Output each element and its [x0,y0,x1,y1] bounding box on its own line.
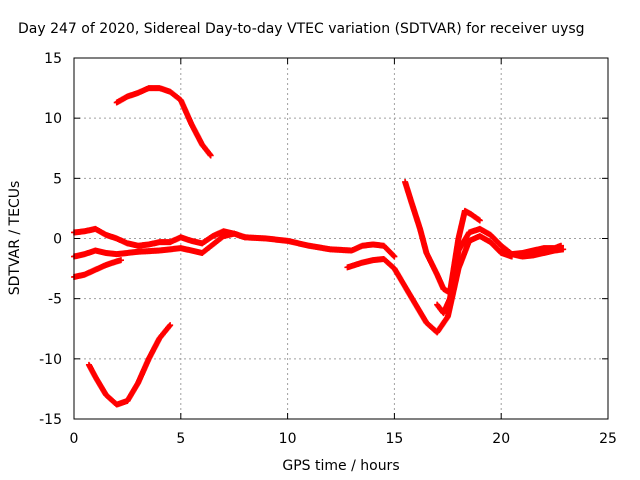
series-arc-a [71,225,398,260]
x-axis-label: GPS time / hours [282,458,399,474]
series-arc-c [71,257,124,281]
data-marker [241,234,248,241]
y-tick-label: 15 [44,51,62,67]
series-arc-d [113,85,214,159]
x-tick-label: 20 [492,431,510,447]
x-tick-label: 0 [70,431,79,447]
y-tick-label: 5 [53,171,62,187]
data-marker [207,152,214,159]
grid [74,58,608,419]
x-tick-label: 25 [599,431,617,447]
data-marker [117,257,124,264]
x-tick-label: 15 [385,431,403,447]
y-tick-label: 10 [44,111,62,127]
chart-title: Day 247 of 2020, Sidereal Day-to-day VTE… [18,21,585,37]
data-layer [71,85,567,408]
data-marker [391,253,398,260]
y-axis-label: SDTVAR / TECUs [7,181,23,296]
series-arc-e [85,322,174,408]
data-marker [390,252,397,259]
data-marker [167,322,174,329]
data-marker [560,246,567,253]
x-tick-label: 5 [176,431,185,447]
y-tick-label: -15 [39,412,62,428]
y-tick-label: 0 [53,232,62,248]
data-marker [476,217,483,224]
series-arc-i [498,246,567,260]
y-tick-label: -5 [48,292,62,308]
y-tick-label: -10 [39,352,62,368]
x-tick-label: 10 [279,431,297,447]
series-arc-b [71,230,248,260]
ticks: 0 5 10 15 20 25 -15 -10 -5 0 5 10 15 [39,51,617,447]
